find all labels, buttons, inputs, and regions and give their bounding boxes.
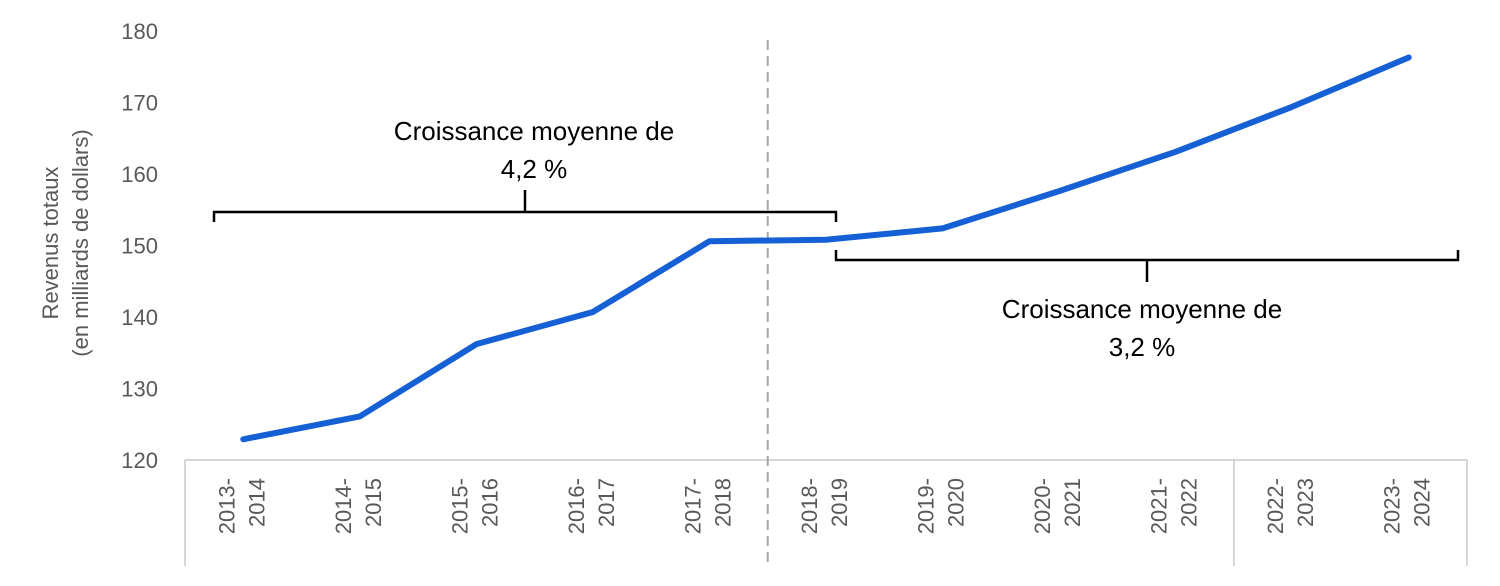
x-tick-label: 2020 — [944, 478, 969, 527]
x-tick-label: 2014 — [244, 478, 269, 527]
x-tick-label: 2020- — [1030, 478, 1055, 534]
series-revenue — [240, 54, 1412, 443]
growth-annotation: 4,2 % — [501, 154, 568, 184]
x-tick-label: 2018 — [710, 478, 735, 527]
growth-annotation: 3,2 % — [1109, 332, 1176, 362]
x-tick-label: 2015- — [447, 478, 472, 534]
x-tick-label: 2016 — [477, 478, 502, 527]
x-tick-label: 2017 — [594, 478, 619, 527]
growth-annotation: Croissance moyenne de — [394, 116, 674, 146]
x-tick-label: 2022- — [1263, 478, 1288, 534]
x-tick-label: 2021- — [1147, 478, 1172, 534]
y-axis-label-line: Revenus totaux — [38, 167, 63, 320]
y-tick-label: 160 — [121, 162, 158, 187]
growth-bracket — [834, 250, 1460, 282]
growth-brackets: Croissance moyenne de 4,2 % Croissance moy… — [212, 116, 1460, 362]
growth-annotation: Croissance moyenne de — [1002, 294, 1282, 324]
y-tick-label: 170 — [121, 91, 158, 116]
x-axis: 2013- 2014 2014- 2015 2015- 2016 2016- 2017 2017… — [184, 459, 1468, 566]
y-axis-ticks: 120 130 140 150 160 170 180 — [121, 19, 158, 473]
x-tick-label: 2023- — [1380, 478, 1405, 534]
x-tick-label: 2023 — [1293, 478, 1318, 527]
x-tick-label: 2017- — [680, 478, 705, 534]
x-tick-label: 2013- — [214, 478, 239, 534]
x-tick-label: 2018- — [797, 478, 822, 534]
x-tick-label: 2014- — [331, 478, 356, 534]
y-tick-label: 140 — [121, 305, 158, 330]
y-tick-label: 120 — [121, 448, 158, 473]
x-tick-label: 2016- — [564, 478, 589, 534]
y-axis-label-line: (en milliards de dollars) — [68, 129, 93, 356]
series-line — [240, 54, 1412, 443]
y-tick-label: 180 — [121, 19, 158, 44]
x-tick-label: 2019- — [914, 478, 939, 534]
y-axis-label: Revenus totaux (en milliards de dollars) — [38, 129, 93, 356]
x-tick-label: 2022 — [1177, 478, 1202, 527]
x-tick-label: 2015 — [361, 478, 386, 527]
growth-bracket — [212, 190, 838, 222]
x-tick-label: 2021 — [1060, 478, 1085, 527]
y-tick-label: 130 — [121, 377, 158, 402]
y-tick-label: 150 — [121, 234, 158, 259]
x-tick-label: 2019 — [827, 478, 852, 527]
x-tick-label: 2024 — [1410, 478, 1435, 527]
